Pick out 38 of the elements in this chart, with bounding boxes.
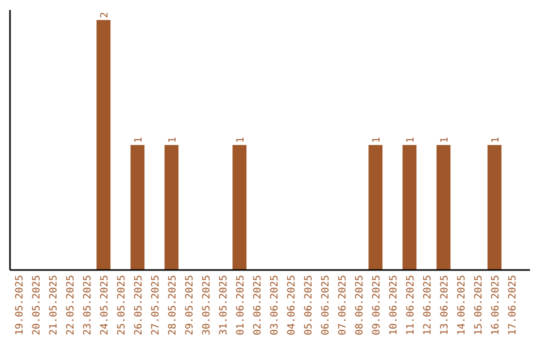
x-tick-label: 05.06.2025	[304, 275, 314, 336]
x-tick-label: 22.05.2025	[66, 275, 76, 336]
x-tick-label: 03.06.2025	[270, 275, 280, 336]
x-tick-label: 09.06.2025	[372, 275, 382, 336]
x-tick-label: 07.06.2025	[338, 275, 348, 336]
x-tick-label: 25.05.2025	[116, 275, 128, 336]
x-tick-label: 10.06.2025	[388, 275, 400, 336]
x-tick-label: 13.06.2025	[440, 275, 450, 336]
x-tick-label: 11.06.2025	[406, 275, 416, 336]
x-tick-label: 26.05.2025	[134, 275, 144, 336]
data-label: 1	[372, 136, 382, 143]
x-tick-label: 04.06.2025	[286, 275, 298, 336]
x-tick-label: 12.06.2025	[422, 275, 434, 336]
data-label: 1	[168, 136, 178, 143]
x-tick-label: 20.05.2025	[32, 275, 42, 336]
x-tick-label: 14.06.2025	[456, 275, 468, 336]
data-label: 1	[236, 136, 246, 143]
x-tick-label: 24.05.2025	[100, 275, 110, 336]
x-tick-label: 23.05.2025	[82, 275, 94, 336]
x-tick-label: 21.05.2025	[48, 275, 60, 336]
data-label: 2	[100, 12, 110, 18]
x-tick-label: 16.06.2025	[490, 275, 502, 336]
x-tick-label: 28.05.2025	[168, 275, 178, 336]
x-tick-label: 08.06.2025	[354, 275, 366, 336]
data-label: 1	[134, 136, 144, 143]
x-tick-label: 19.05.2025	[14, 275, 26, 336]
x-tick-label: 30.05.2025	[202, 275, 212, 336]
x-tick-label: 15.06.2025	[474, 275, 484, 336]
x-tick-label: 29.05.2025	[184, 275, 196, 336]
x-tick-label: 27.05.2025	[150, 275, 162, 336]
x-tick-label: 02.06.2025	[252, 275, 264, 336]
x-tick-label: 06.06.2025	[320, 275, 332, 336]
x-tick-label: 17.06.2025	[508, 275, 518, 336]
data-label: 1	[490, 136, 502, 143]
x-tick-label: 01.06.2025	[236, 275, 246, 336]
data-label: 1	[406, 136, 416, 143]
x-tick-label: 31.05.2025	[218, 275, 230, 336]
data-label: 1	[440, 136, 450, 143]
